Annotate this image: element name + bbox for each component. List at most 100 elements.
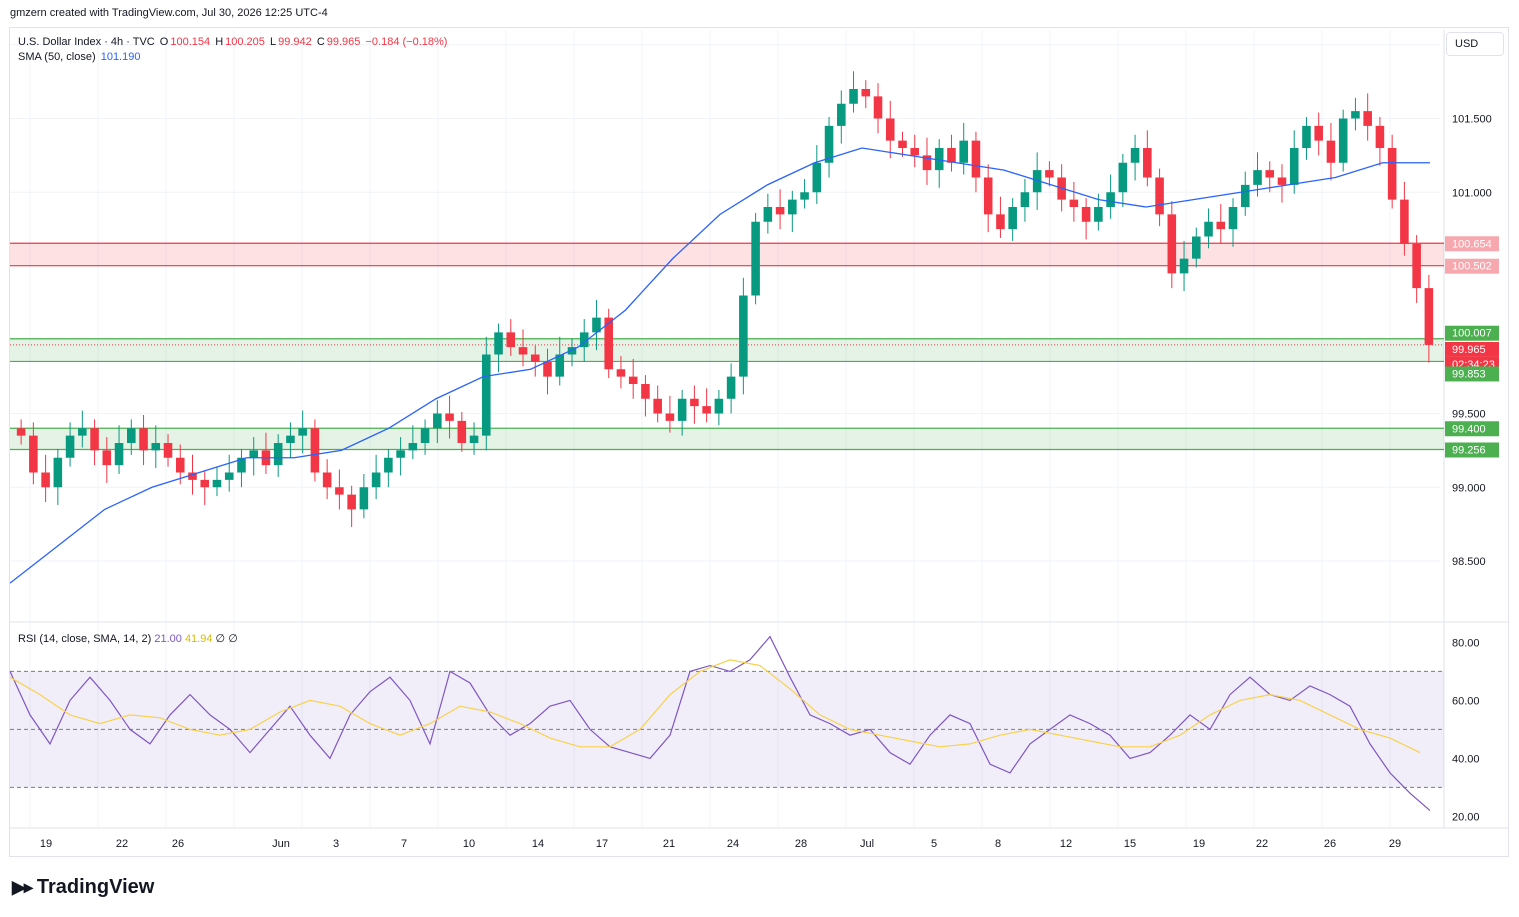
- candle-body: [579, 332, 589, 348]
- candle-body: [1204, 221, 1213, 237]
- candle-body: [1106, 192, 1115, 207]
- candle-body: [188, 472, 197, 480]
- price-badge-label: 100.654: [1452, 238, 1492, 250]
- candle-body: [983, 177, 993, 215]
- change-value: −0.184 (−0.18%): [365, 36, 448, 48]
- candle-body: [530, 354, 540, 362]
- candle-body: [1020, 192, 1030, 207]
- close-value: 99.965: [326, 36, 361, 48]
- tradingview-logo[interactable]: ▶▸ TradingView: [12, 876, 154, 899]
- sma-label[interactable]: SMA (50, close): [18, 51, 96, 63]
- candle-body: [396, 450, 405, 458]
- candle-body: [29, 435, 38, 473]
- candle-body: [1265, 170, 1275, 178]
- candle-body: [885, 118, 895, 141]
- price-badge: [1445, 236, 1499, 252]
- candle-body: [445, 413, 454, 421]
- candle-body: [1032, 170, 1042, 193]
- time-tick-label: 24: [727, 838, 739, 850]
- candle-body: [800, 192, 809, 200]
- candle-body: [1045, 170, 1054, 178]
- candle-body: [1363, 111, 1372, 126]
- candle-body: [934, 148, 944, 171]
- candle-body: [237, 457, 246, 473]
- candle-body: [1351, 111, 1360, 119]
- candle-body: [1094, 207, 1103, 222]
- candle-body: [861, 89, 871, 97]
- candle-body: [898, 140, 907, 148]
- time-tick-label: 19: [40, 838, 52, 850]
- candle-body: [469, 435, 479, 443]
- candle-body: [739, 295, 748, 377]
- candle-body: [16, 428, 26, 436]
- price-tick-label: 101.000: [1452, 187, 1492, 199]
- price-badge: [1445, 341, 1499, 357]
- rsi-legend: RSI (14, close, SMA, 14, 2) 21.00 41.94 …: [18, 632, 238, 645]
- candle-body: [65, 435, 75, 458]
- candle-body: [506, 332, 516, 348]
- candle-body: [371, 472, 381, 488]
- candle-body: [90, 428, 99, 451]
- time-tick-label: 5: [931, 838, 937, 850]
- candle-body: [1375, 125, 1385, 148]
- candle-body: [653, 398, 662, 414]
- rsi-label[interactable]: RSI (14, close, SMA, 14, 2): [18, 633, 152, 645]
- price-badge: [1445, 442, 1499, 458]
- candle-body: [837, 103, 846, 126]
- candle-body: [665, 413, 675, 421]
- time-tick-label: 29: [1389, 838, 1401, 850]
- time-tick-label: 14: [532, 838, 544, 850]
- price-badge: [1445, 258, 1499, 274]
- candle-body: [628, 376, 638, 384]
- candle-body: [763, 207, 773, 222]
- candle-body: [543, 361, 552, 377]
- price-tick-label: 99.000: [1452, 482, 1486, 494]
- price-badge-label: 99.256: [1452, 444, 1486, 456]
- candle-body: [41, 472, 50, 488]
- tradingview-icon: ▶▸: [12, 877, 33, 897]
- candle-body: [751, 221, 760, 296]
- time-tick-label: Jul: [860, 838, 874, 850]
- candle-body: [457, 420, 467, 443]
- time-tick-label: Jun: [272, 838, 290, 850]
- rsi-tick-label: 60.00: [1452, 695, 1480, 707]
- price-badge: [1445, 325, 1499, 341]
- chart-credit: gmzern created with TradingView.com, Jul…: [10, 7, 328, 19]
- time-tick-label: 28: [795, 838, 807, 850]
- candle-body: [53, 457, 63, 488]
- currency-button[interactable]: USD: [1446, 32, 1504, 56]
- candle-body: [1179, 258, 1189, 274]
- candle-body: [1338, 118, 1348, 163]
- candle-body: [310, 428, 320, 473]
- candle-body: [359, 487, 369, 510]
- candle-body: [971, 140, 981, 178]
- candle-body: [224, 472, 234, 480]
- candle-body: [592, 317, 601, 333]
- rsi-tick-label: 80.00: [1452, 637, 1480, 649]
- sma-line: [9, 147, 1430, 584]
- candle-body: [1130, 148, 1140, 163]
- time-tick-label: 8: [995, 838, 1001, 850]
- time-tick-label: 22: [1256, 838, 1268, 850]
- candle-body: [1314, 125, 1323, 141]
- candle-body: [714, 398, 724, 414]
- rsi-empty-2: ∅: [228, 633, 238, 645]
- price-badge-label: 99.965: [1452, 344, 1486, 356]
- candle-body: [212, 479, 222, 488]
- candle-body: [1192, 236, 1201, 259]
- candle-body: [641, 384, 650, 399]
- candle-body: [494, 332, 503, 355]
- candle-body: [518, 347, 528, 355]
- brand-name: TradingView: [36, 876, 155, 898]
- candle-body: [298, 428, 307, 436]
- candle-body: [1326, 140, 1336, 163]
- candle-body: [824, 125, 834, 163]
- rsi-sma-value: 41.94: [184, 633, 213, 645]
- price-tick-label: 99.500: [1452, 409, 1486, 421]
- time-tick-label: 7: [401, 838, 407, 850]
- symbol-label[interactable]: U.S. Dollar Index · 4h · TVC: [18, 36, 155, 48]
- candle-body: [1277, 177, 1287, 185]
- candle-body: [567, 347, 577, 355]
